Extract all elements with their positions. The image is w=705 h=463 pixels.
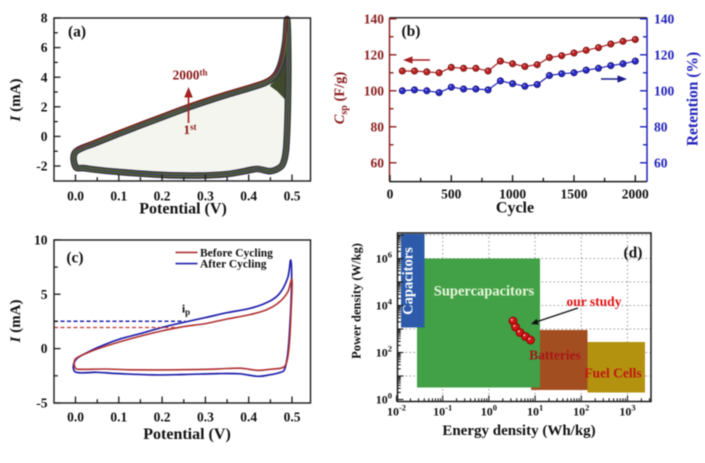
svg-text:2000: 2000 (622, 187, 649, 202)
svg-text:120: 120 (364, 47, 385, 62)
svg-text:Retention (%): Retention (%) (685, 52, 702, 146)
svg-text:0.4: 0.4 (240, 410, 257, 425)
svg-text:100: 100 (654, 83, 675, 98)
svg-text:Before Cycling: Before Cycling (200, 247, 273, 259)
svg-text:140: 140 (364, 11, 385, 26)
svg-text:60: 60 (654, 155, 668, 170)
svg-text:Fuel Cells: Fuel Cells (584, 366, 641, 381)
svg-text:2: 2 (41, 99, 48, 114)
svg-text:Supercapacitors: Supercapacitors (434, 284, 535, 300)
svg-text:(d): (d) (624, 245, 643, 262)
svg-text:I (mA): I (mA) (8, 79, 24, 123)
svg-text:Batteries: Batteries (529, 348, 581, 363)
svg-text:80: 80 (654, 119, 668, 134)
svg-text:0.3: 0.3 (197, 410, 214, 425)
svg-text:Csp (F/g): Csp (F/g) (332, 72, 350, 125)
svg-text:0.4: 0.4 (240, 189, 257, 204)
svg-text:our study: our study (567, 294, 622, 309)
svg-text:0.2: 0.2 (154, 189, 171, 204)
svg-text:ip: ip (182, 302, 190, 318)
svg-text:Potential (V): Potential (V) (143, 426, 231, 443)
svg-text:Power density (W/kg): Power density (W/kg) (350, 243, 364, 359)
svg-text:0: 0 (41, 129, 48, 144)
svg-text:(c): (c) (66, 250, 83, 267)
svg-text:Energy density (Wh/kg): Energy density (Wh/kg) (442, 423, 595, 439)
svg-text:500: 500 (441, 187, 462, 202)
svg-text:-5: -5 (36, 396, 47, 411)
svg-text:0.1: 0.1 (110, 189, 127, 204)
svg-text:6: 6 (41, 40, 48, 55)
svg-text:1000: 1000 (499, 187, 526, 202)
svg-text:1500: 1500 (561, 187, 588, 202)
svg-text:0.0: 0.0 (67, 410, 84, 425)
svg-text:0: 0 (41, 341, 48, 356)
svg-text:0.5: 0.5 (284, 410, 301, 425)
svg-text:140: 140 (654, 11, 675, 26)
svg-text:0.5: 0.5 (284, 189, 301, 204)
svg-text:Potential (V): Potential (V) (139, 201, 227, 218)
svg-text:4: 4 (41, 70, 48, 85)
svg-text:2000th: 2000th (172, 68, 207, 83)
svg-text:60: 60 (371, 155, 385, 170)
svg-text:0.1: 0.1 (110, 410, 127, 425)
svg-text:0.2: 0.2 (154, 410, 171, 425)
svg-text:8: 8 (41, 11, 48, 26)
svg-text:0: 0 (387, 187, 394, 202)
svg-text:0.0: 0.0 (67, 189, 84, 204)
svg-text:(a): (a) (68, 24, 86, 41)
svg-text:120: 120 (654, 47, 675, 62)
svg-text:Capacitors: Capacitors (401, 247, 417, 315)
svg-text:-2: -2 (36, 159, 47, 174)
svg-text:Cycle: Cycle (496, 200, 534, 217)
svg-text:100: 100 (364, 83, 385, 98)
svg-text:5: 5 (41, 287, 48, 302)
svg-text:10: 10 (34, 233, 48, 248)
svg-text:After Cycling: After Cycling (200, 259, 267, 271)
svg-text:0.3: 0.3 (197, 189, 214, 204)
svg-text:80: 80 (371, 119, 385, 134)
svg-text:I (mA): I (mA) (8, 300, 24, 344)
svg-text:(b): (b) (402, 23, 421, 40)
